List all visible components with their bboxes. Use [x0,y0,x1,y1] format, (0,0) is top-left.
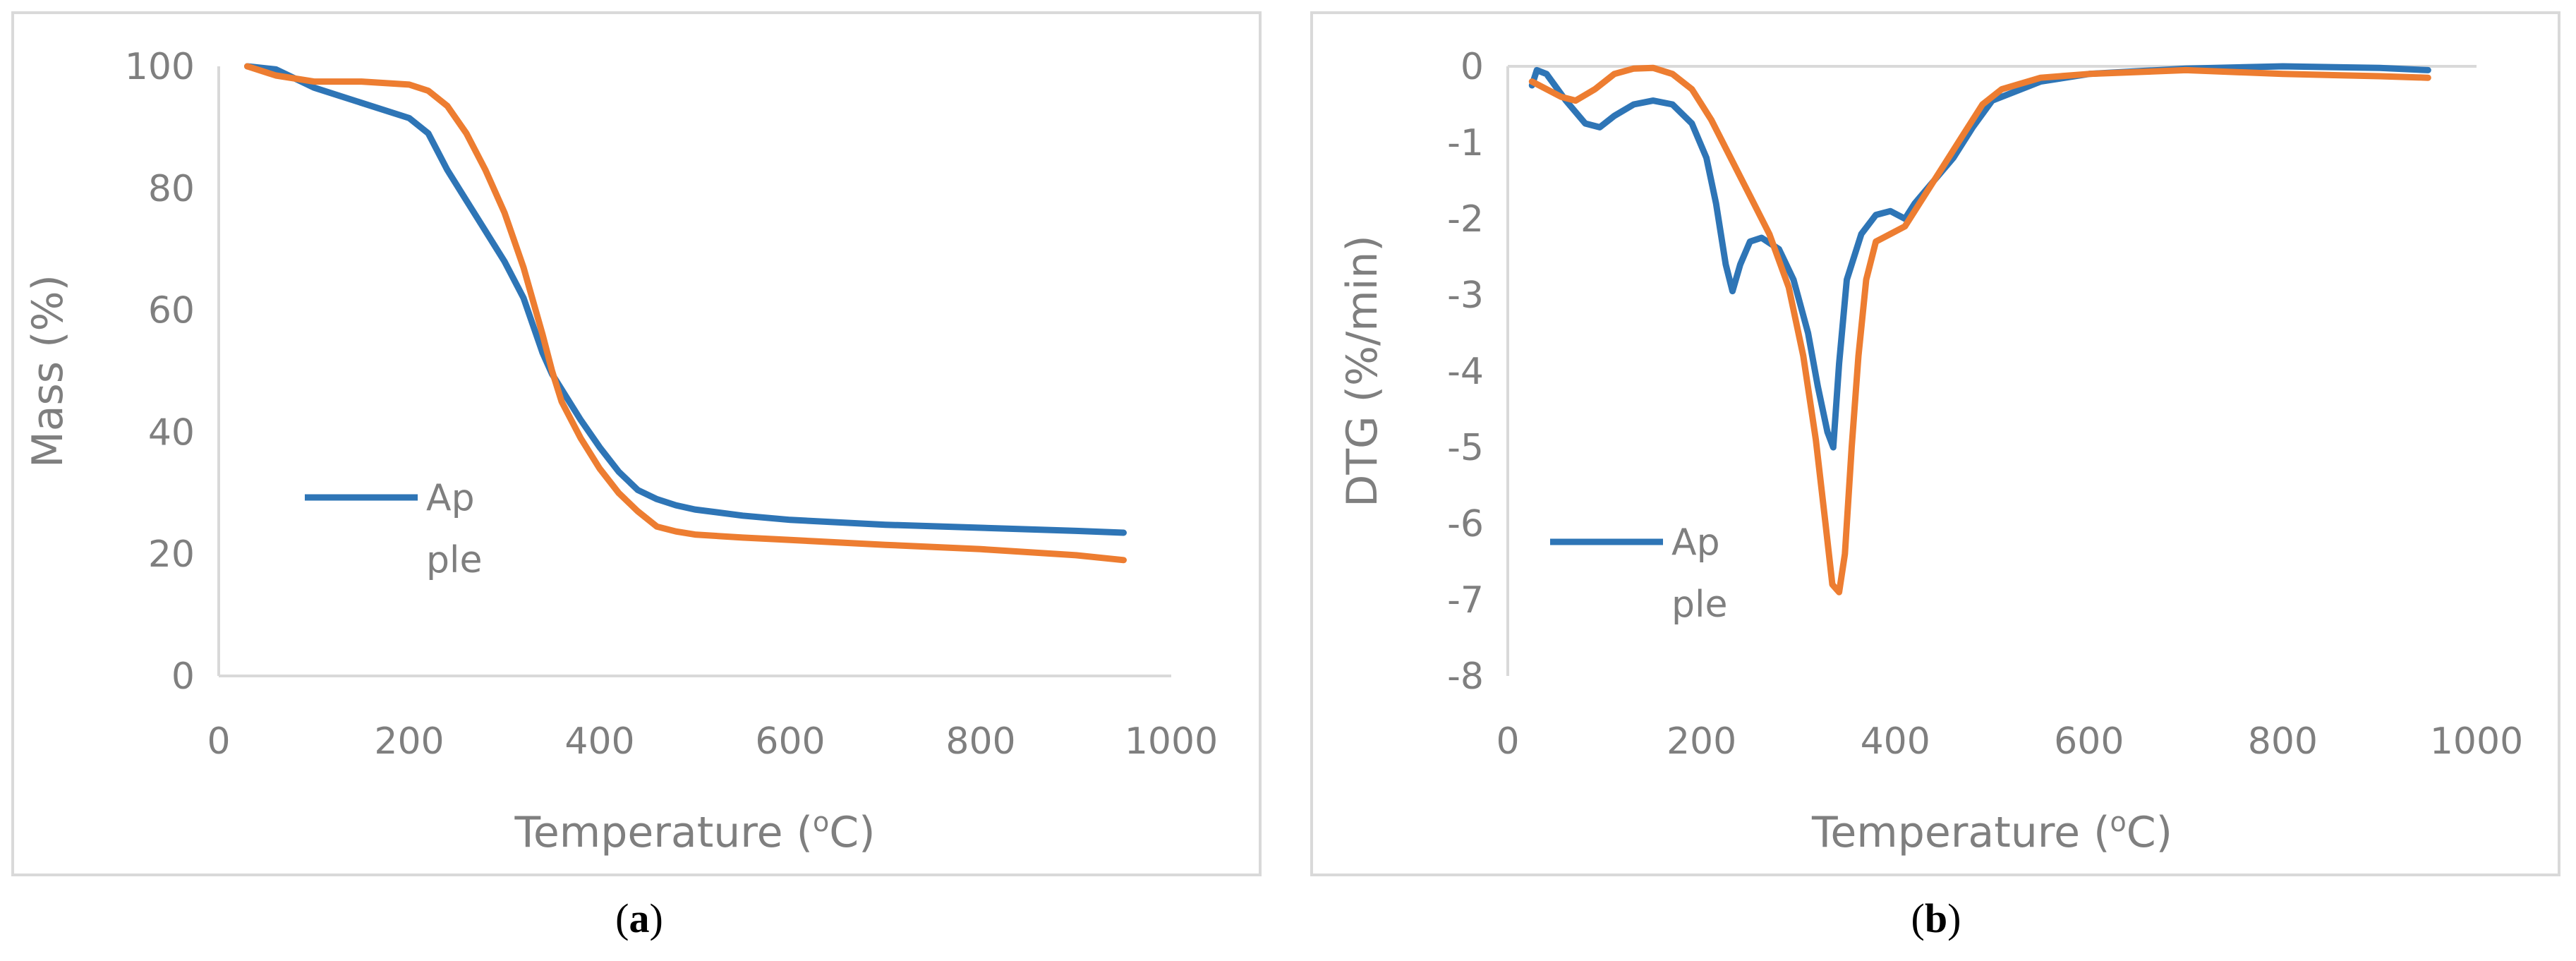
y-tick-label: -8 [1447,655,1484,698]
legend: Ap ple [305,477,482,581]
y-tick-label: 100 [125,46,195,88]
x-axis-label-main: Temperature ( [1811,808,2110,857]
legend-label-line1: Ap [1671,521,1720,564]
x-tick-label: 600 [755,720,825,763]
x-tick-label: 1000 [1125,720,1218,763]
caption-b-close: ) [1947,895,1961,941]
series-line-1 [244,63,1127,536]
y-tick-label: -5 [1447,427,1484,469]
x-tick-label: 800 [945,720,1015,763]
x-tick-label: 1000 [2430,720,2523,763]
series-line-2 [1528,64,2431,596]
x-axis-label-end: C) [829,808,875,857]
caption-a: (a) [569,895,710,942]
chart-b-svg: 0 -1 -2 -3 -4 -5 -6 -7 -8 0 200 400 600 800 1000 DTG … [1338,46,2523,857]
y-tick-label: -4 [1447,351,1484,393]
y-tick-label: -6 [1447,503,1484,545]
legend-label-line2: ple [1671,584,1727,626]
y-tick-label: 60 [148,290,195,332]
caption-b-letter: b [1924,895,1948,941]
x-axis-label-superscript: o [2110,806,2127,838]
x-tick-label: 0 [207,720,230,763]
x-tick-label: 400 [1861,720,1930,763]
x-tick-label: 800 [2248,720,2318,763]
y-tick-label: 20 [148,533,195,576]
chart-panel-a: 0 20 40 60 80 100 0 200 400 600 800 1000 Mass (%) … [11,11,1262,876]
chart-panel-b: 0 -1 -2 -3 -4 -5 -6 -7 -8 0 200 400 600 800 1000 DTG … [1310,11,2560,876]
x-axis-label: Temperature (oC) [514,806,875,857]
caption-b: (b) [1866,895,2007,942]
legend: Ap ple [1550,521,1727,626]
y-tick-label: -1 [1447,122,1484,164]
series-line-1 [1528,63,2431,451]
x-axis-label-end: C) [2127,808,2172,857]
legend-label-line1: Ap [426,477,475,519]
caption-a-letter: a [629,895,650,941]
caption-a-open: ( [615,895,629,941]
y-tick-label: -7 [1447,579,1484,622]
x-axis-label: Temperature (oC) [1811,806,2172,857]
y-tick-label: -2 [1447,198,1484,241]
y-tick-label: -3 [1447,274,1484,317]
x-tick-label: 0 [1496,720,1519,763]
caption-b-open: ( [1911,895,1925,941]
legend-label-line2: ple [426,539,482,581]
x-tick-label: 200 [374,720,444,763]
x-tick-label: 600 [2054,720,2124,763]
x-axis-label-main: Temperature ( [514,808,813,857]
y-axis-label: DTG (%/min) [1338,235,1387,507]
caption-a-close: ) [649,895,663,941]
y-tick-label: 0 [1461,46,1484,88]
x-axis-label-superscript: o [813,806,829,838]
x-tick-label: 200 [1667,720,1736,763]
y-tick-label: 80 [148,168,195,210]
y-tick-label: 0 [171,655,195,698]
x-tick-label: 400 [564,720,634,763]
y-axis-label: Mass (%) [23,274,73,468]
y-tick-label: 40 [148,411,195,454]
series-line-2 [244,63,1127,564]
